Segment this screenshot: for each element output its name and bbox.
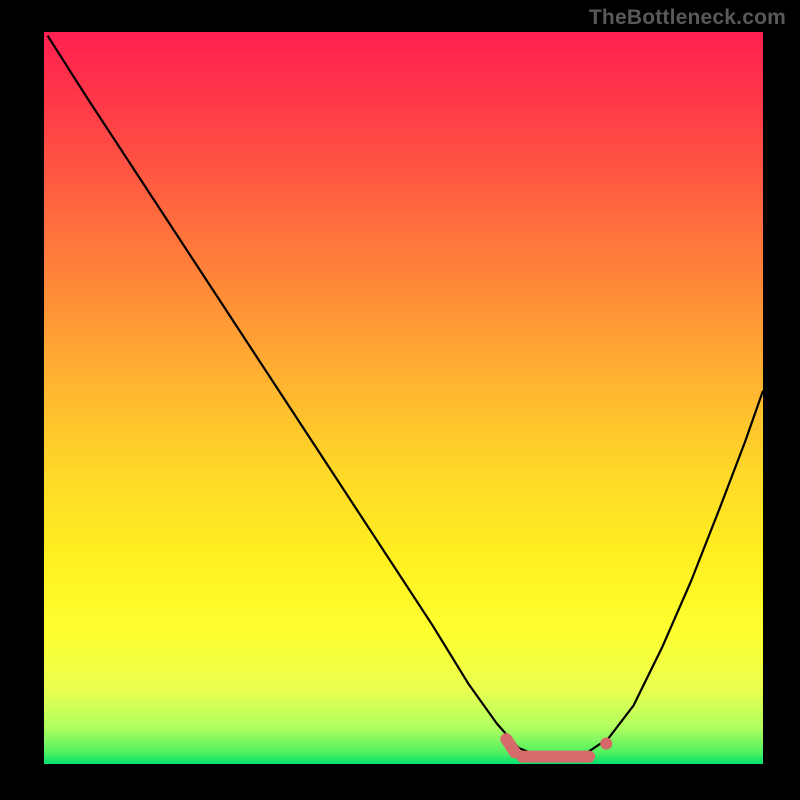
chart-svg	[44, 32, 763, 764]
heat-gradient	[44, 32, 763, 764]
optimal-point-marker	[600, 738, 612, 750]
plot-area	[44, 32, 763, 764]
chart-frame: TheBottleneck.com	[0, 0, 800, 800]
optimal-range-marker	[506, 739, 515, 752]
watermark-text: TheBottleneck.com	[589, 6, 786, 30]
